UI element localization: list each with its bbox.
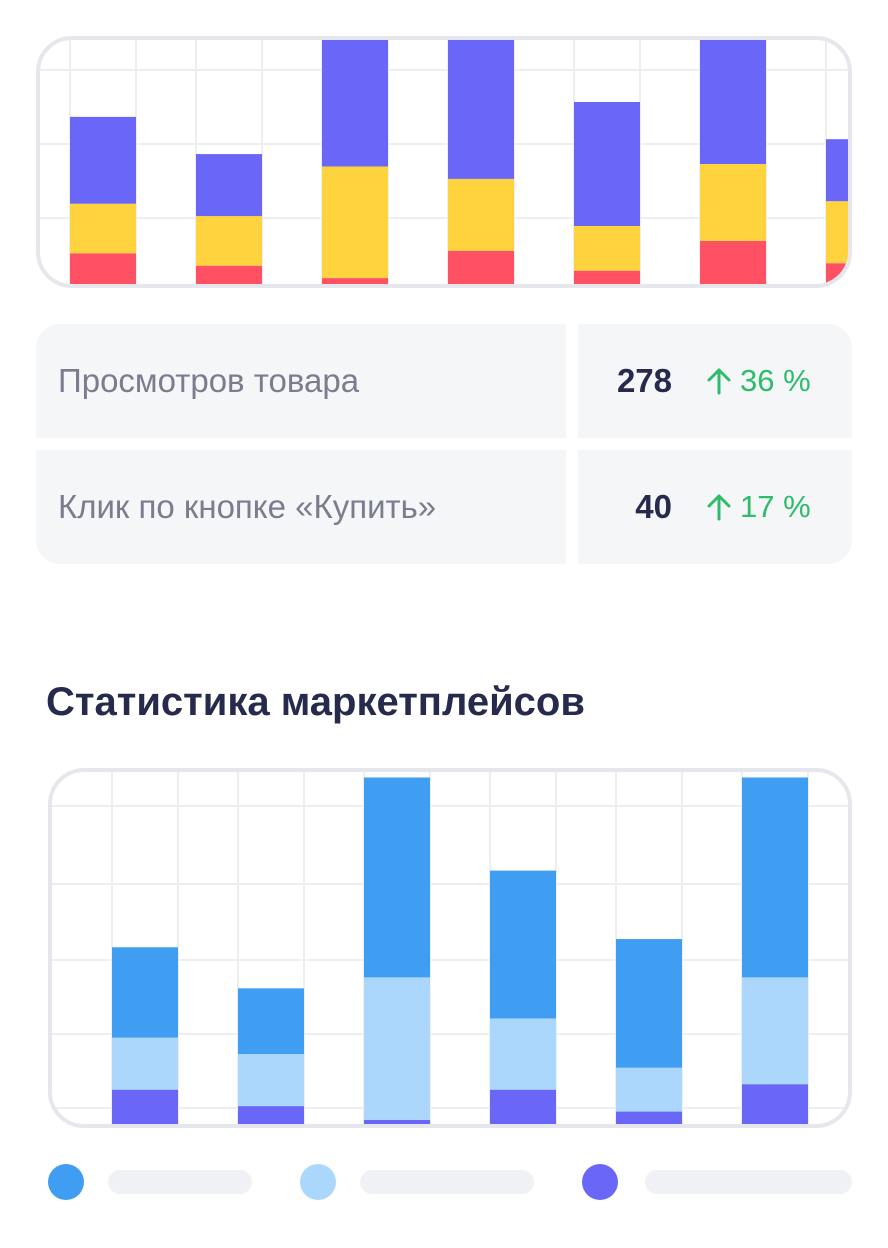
stat-change-value: 36 % [740,363,811,398]
stat-label: Просмотров товара [58,362,360,399]
bar-segment [322,40,388,167]
bar-segment [448,40,514,179]
bar-segment [196,154,262,217]
bar-segment [700,40,766,164]
bar-segment [238,1106,304,1124]
bar-segment [700,240,766,284]
bar-segment [490,870,556,1019]
bar-segment [322,278,388,284]
marketplace-chart-svg [52,772,848,1124]
bar-segment [742,777,808,978]
legend-dot-series-1 [48,1164,84,1200]
arrow-up-icon [707,368,731,395]
bar-segment [364,1119,430,1124]
bar-segment [238,1054,304,1107]
bar-segment [700,164,766,241]
marketplace-stacked-bar-chart [48,768,852,1128]
bar-segment [490,1089,556,1124]
stat-change-value: 17 % [740,489,811,524]
bar-segment [112,1089,178,1124]
stat-change: 17 % [706,450,811,564]
bar-segment [490,1018,556,1090]
bar-segment [70,253,136,284]
stat-row-views-label-cell: Просмотров товара [36,324,566,438]
stat-change: 36 % [706,324,811,438]
bar-segment [448,178,514,251]
bar-segment [70,116,136,204]
stat-label: Клик по кнопке «Купить» [58,488,437,525]
product-stacked-bar-chart [36,36,852,288]
legend-label-placeholder [645,1170,852,1194]
section-title: Статистика маркетплейсов [46,680,585,724]
bar-segment [574,270,640,284]
bar-segment [574,226,640,271]
bar-segment [364,777,430,978]
bar-segment [742,1084,808,1124]
stat-row-clicks-label-cell: Клик по кнопке «Купить» [36,450,566,564]
bar-segment [196,265,262,284]
bar-segment [448,250,514,284]
bar-segment [616,1067,682,1112]
legend-dot-series-2 [300,1164,336,1200]
bar-segment [574,102,640,226]
legend-label-placeholder [360,1170,534,1194]
bar-segment [322,166,388,279]
bar-segment [826,201,848,264]
bar-segment [616,939,682,1068]
legend-dot-series-3 [582,1164,618,1200]
bar-segment [616,1111,682,1124]
bar-segment [826,139,848,202]
bar-segment [238,988,304,1055]
stat-value: 40 [635,488,672,525]
bar-segment [826,263,848,284]
bar-segment [742,977,808,1085]
bar-segment [364,977,430,1120]
legend-label-placeholder [108,1170,252,1194]
stat-row-clicks-value-cell: 40 17 % [578,450,852,564]
bar-segment [112,947,178,1038]
product-chart-svg [40,40,848,284]
stat-value: 278 [616,362,672,399]
stat-row-views-value-cell: 278 36 % [578,324,852,438]
bar-segment [112,1037,178,1090]
arrow-up-icon [707,494,731,521]
bar-segment [196,216,262,266]
bar-segment [70,203,136,254]
